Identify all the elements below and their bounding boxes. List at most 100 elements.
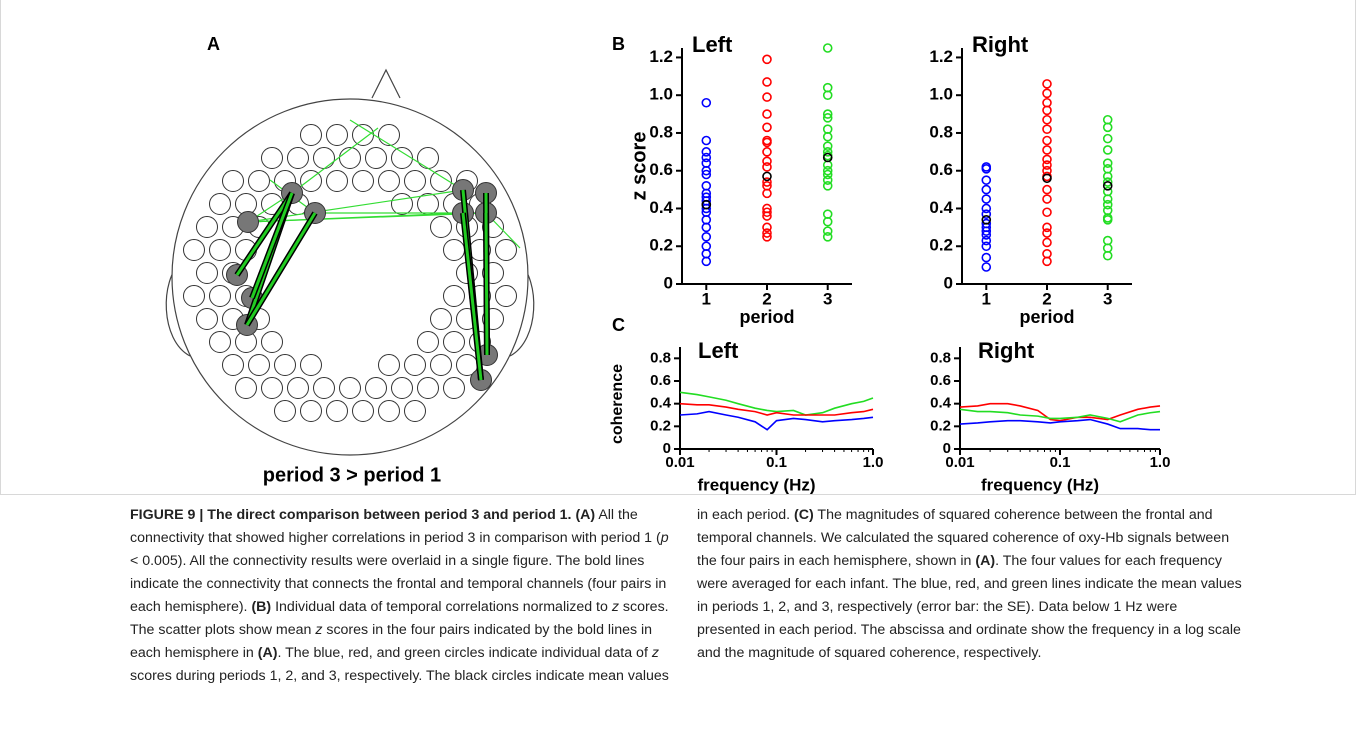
channel — [248, 354, 270, 376]
data-point — [762, 122, 772, 133]
thin-connection — [247, 212, 487, 223]
caption-text: z — [651, 645, 659, 661]
data-point — [701, 169, 712, 180]
data-point — [981, 235, 992, 246]
y-tick-label: 0.6 — [929, 160, 953, 179]
channel — [391, 193, 413, 215]
channel — [300, 354, 322, 376]
y-tick-label: 0.6 — [649, 160, 673, 179]
data-point — [762, 188, 772, 199]
channel — [378, 400, 400, 422]
caption-text: (B) — [251, 599, 272, 615]
data-point — [1102, 177, 1113, 187]
y-tick-label: 0 — [943, 440, 951, 457]
data-point — [822, 152, 833, 163]
channel — [196, 308, 218, 330]
y-tick-label: 0.8 — [649, 122, 673, 141]
data-point — [762, 232, 772, 242]
caption-text: z — [611, 599, 619, 615]
channel — [339, 377, 361, 399]
data-point — [1102, 181, 1113, 191]
channel — [430, 354, 452, 376]
data-point — [1102, 145, 1113, 155]
channel — [235, 377, 257, 399]
channel — [443, 239, 465, 261]
channel — [209, 193, 231, 215]
data-point — [981, 175, 992, 185]
nose — [371, 68, 401, 99]
bold-connection — [461, 212, 483, 381]
data-point — [822, 181, 833, 191]
data-point — [1042, 173, 1052, 184]
data-point — [701, 203, 712, 214]
data-point — [1042, 256, 1052, 267]
figure-caption: FIGURE 9 | The direct comparison between… — [130, 504, 1242, 688]
data-point — [981, 164, 992, 174]
data-point — [822, 216, 833, 227]
channel — [248, 170, 270, 192]
channel — [287, 147, 309, 169]
data-point — [981, 209, 992, 219]
data-point — [822, 165, 833, 176]
channel — [183, 239, 205, 261]
data-point — [1042, 222, 1052, 233]
caption-text: The magnitudes of squared coherence betw… — [697, 507, 1230, 569]
y-tick-label: 1.2 — [929, 47, 953, 66]
channel — [313, 377, 335, 399]
thin-connection — [349, 119, 464, 191]
bold-connection — [250, 192, 294, 299]
channel — [365, 147, 387, 169]
x-tick-label: 2 — [762, 289, 771, 308]
y-tick-label: 1.2 — [649, 47, 673, 66]
data-point — [762, 77, 772, 87]
data-line — [959, 402, 1161, 422]
data-point — [981, 194, 992, 204]
channel — [274, 354, 296, 376]
data-point — [822, 147, 833, 157]
y-tick-label: 0.4 — [930, 395, 952, 412]
caption-text: scores in the four pairs indicated by th… — [130, 622, 653, 661]
data-point — [822, 169, 833, 180]
channel — [209, 331, 231, 353]
data-point — [1102, 158, 1113, 168]
data-point — [822, 232, 833, 242]
channel — [287, 377, 309, 399]
y-tick-label: 0.2 — [929, 236, 953, 255]
data-line — [679, 410, 874, 431]
caption-text: scores during periods 1, 2, and 3, respe… — [130, 507, 795, 684]
caption-text: (C) — [794, 507, 814, 523]
data-point — [701, 199, 712, 210]
caption-text: All the connectivity that showed higher … — [130, 507, 661, 546]
data-point — [1042, 154, 1052, 165]
data-point — [822, 109, 833, 119]
data-point — [981, 184, 992, 195]
chart-title: Left — [698, 338, 739, 363]
data-point — [1042, 207, 1052, 218]
data-point — [822, 175, 833, 185]
data-point — [1042, 184, 1052, 195]
chart-title: Left — [692, 32, 733, 57]
y-tick-label: 0 — [663, 440, 671, 457]
data-point — [1042, 228, 1052, 238]
channel — [274, 400, 296, 422]
data-point — [1102, 194, 1113, 204]
channel — [222, 170, 244, 192]
active-channel — [237, 211, 259, 233]
channel — [430, 308, 452, 330]
data-point — [762, 156, 772, 167]
channel — [261, 331, 283, 353]
thin-connection — [291, 127, 379, 194]
data-point — [1042, 160, 1052, 170]
channel — [196, 216, 218, 238]
data-point — [762, 54, 772, 65]
data-point — [1042, 124, 1052, 134]
data-point — [981, 215, 992, 225]
data-point — [762, 92, 772, 102]
bold-connection — [484, 212, 489, 356]
caption-text: (A) — [257, 645, 278, 661]
channel — [326, 170, 348, 192]
y-tick-label: 0.8 — [930, 349, 951, 366]
data-point — [701, 232, 712, 242]
chart-title: Right — [978, 338, 1035, 363]
